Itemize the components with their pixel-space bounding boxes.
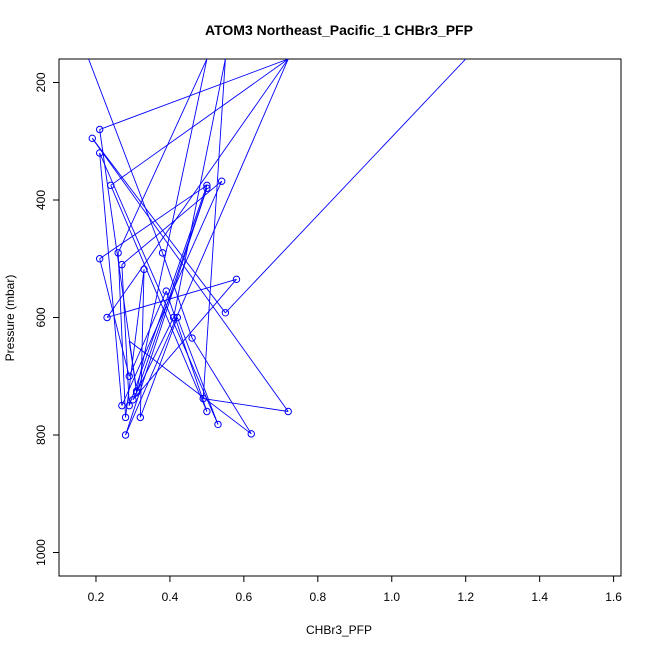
data-point [95, 125, 104, 134]
series-line-segment [106, 59, 289, 318]
series-line-segment [99, 258, 130, 377]
y-tick-label: 800 [34, 425, 48, 445]
series-line-segment [162, 252, 193, 339]
series-line-segment [91, 138, 289, 412]
data-point [121, 431, 130, 439]
x-tick-label: 1.2 [457, 590, 474, 604]
data-point [95, 149, 104, 157]
x-tick-label: 1.0 [383, 590, 400, 604]
data-point [188, 334, 196, 342]
y-tick-label: 400 [34, 190, 48, 210]
series-line-segment [99, 152, 219, 425]
y-axis: 200 400 600 800 1000 [34, 72, 59, 566]
series-line-segment [110, 59, 289, 186]
plot-frame [58, 58, 622, 577]
series-line-segment [91, 138, 226, 314]
series-line-segment [99, 59, 289, 130]
data-point [203, 181, 211, 190]
data-point [247, 430, 255, 438]
data-point [221, 309, 230, 317]
x-tick-label: 0.4 [162, 590, 179, 604]
series-line-segment [121, 181, 223, 406]
data-point [118, 260, 126, 269]
series-line-segment [125, 59, 289, 436]
series-line-segment [176, 317, 219, 425]
y-tick-label: 200 [34, 72, 48, 92]
data-point [121, 413, 130, 422]
series-line-segment [121, 264, 130, 406]
data-point [169, 313, 178, 322]
series-line-segment [88, 59, 163, 254]
series-line-segment [139, 269, 145, 418]
x-tick-label: 0.2 [88, 590, 105, 604]
series-line-segment [165, 290, 208, 412]
x-tick-label: 0.8 [309, 590, 326, 604]
data-point [203, 407, 211, 416]
data-point [125, 372, 133, 380]
data-point [103, 313, 111, 322]
series-line-segment [132, 317, 175, 400]
series-line-segment [139, 317, 178, 418]
series-line-segment [225, 59, 467, 314]
data-point [158, 249, 167, 257]
series-line-segment [117, 252, 127, 418]
chart-title: ATOM3 Northeast_Pacific_1 CHBr3_PFP [205, 22, 473, 38]
data-point [88, 134, 96, 143]
y-axis-label: Pressure (mbar) [3, 275, 17, 362]
data-point [140, 265, 148, 274]
x-axis-label: CHBr3_PFP [306, 623, 372, 637]
series-line-segment [99, 184, 208, 260]
series-line-segment [173, 59, 226, 318]
series-line-segment [99, 152, 123, 406]
series-line-segment [132, 279, 237, 401]
series-line-segment [202, 59, 226, 399]
data-point [232, 275, 241, 284]
series-line-segment [191, 337, 252, 435]
x-tick-label: 1.6 [605, 590, 622, 604]
x-axis: 0.2 0.4 0.6 0.8 1.0 1.2 1.4 1.6 [88, 576, 622, 604]
data-point [203, 184, 211, 192]
data-point [214, 420, 222, 429]
data-point [136, 413, 145, 422]
data-point [162, 287, 170, 295]
series-line-segment [106, 278, 237, 318]
series-line-segment [128, 290, 167, 377]
data-point [118, 401, 126, 410]
y-tick-label: 1000 [34, 539, 48, 566]
plot-area [88, 59, 467, 439]
data-point [217, 177, 226, 185]
data-point [125, 401, 133, 410]
data-point [129, 396, 137, 404]
data-point [173, 313, 182, 322]
x-tick-label: 1.4 [531, 590, 548, 604]
series-line-segment [136, 188, 208, 393]
data-point [95, 255, 104, 263]
series-line-segment [125, 188, 208, 436]
y-tick-label: 600 [34, 307, 48, 327]
x-tick-label: 0.6 [236, 590, 253, 604]
series-line-segment [121, 180, 222, 265]
data-point [107, 181, 115, 190]
data-point [199, 394, 207, 403]
data-point [284, 407, 292, 416]
data-point [114, 249, 122, 257]
series-line-segment [203, 398, 289, 412]
series-line-segment [110, 185, 208, 412]
series-line-segment [117, 59, 208, 254]
data-point [132, 387, 141, 395]
series-line-segment [128, 340, 252, 435]
